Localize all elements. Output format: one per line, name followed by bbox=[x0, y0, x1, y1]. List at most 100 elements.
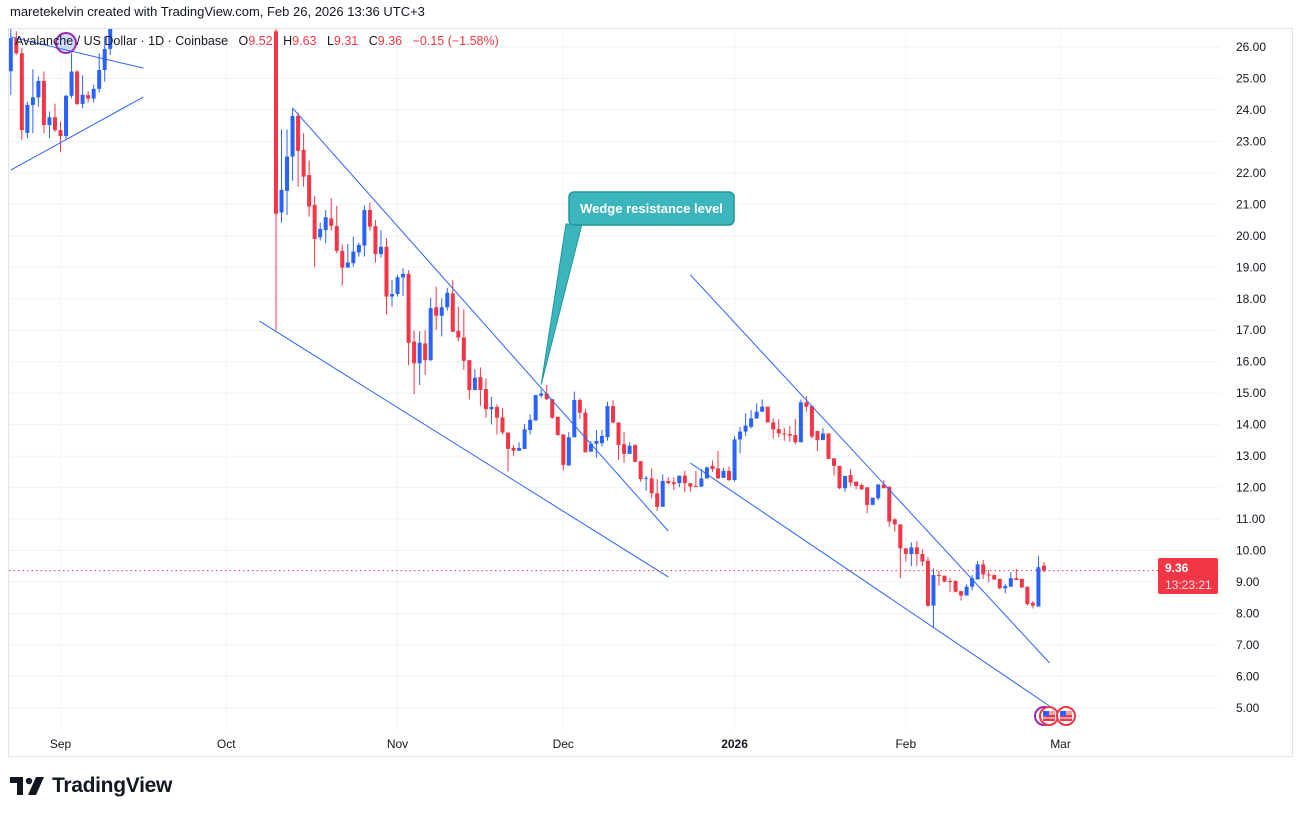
candle bbox=[312, 195, 317, 268]
candle-body bbox=[367, 210, 372, 227]
candle bbox=[91, 84, 96, 103]
candle-body bbox=[682, 475, 687, 484]
candle bbox=[942, 575, 947, 583]
candle-body bbox=[1036, 567, 1041, 607]
candle-body bbox=[765, 406, 770, 423]
candle-body bbox=[859, 485, 864, 490]
candle-body bbox=[285, 156, 290, 191]
candle-body bbox=[561, 434, 566, 465]
candle bbox=[616, 422, 621, 460]
event-marker-sep[interactable] bbox=[55, 32, 77, 54]
candle bbox=[986, 570, 991, 583]
tradingview-logo[interactable]: TradingView bbox=[10, 774, 172, 798]
candle bbox=[914, 541, 919, 566]
candle-body bbox=[533, 395, 538, 421]
candle bbox=[533, 395, 538, 421]
candle-body bbox=[47, 117, 52, 126]
candle bbox=[467, 360, 472, 400]
candle-body bbox=[373, 226, 378, 255]
plot-area[interactable]: Wedge resistance level bbox=[9, 19, 1220, 726]
tradingview-logo-icon bbox=[10, 777, 44, 795]
candle bbox=[953, 580, 958, 593]
candle bbox=[727, 466, 732, 481]
candle bbox=[362, 205, 367, 257]
candle-body bbox=[334, 226, 339, 251]
candle bbox=[25, 101, 30, 139]
candle-body bbox=[699, 478, 704, 487]
candle-body bbox=[1025, 586, 1030, 605]
candle bbox=[903, 548, 908, 562]
candle bbox=[638, 461, 643, 482]
candle-body bbox=[75, 71, 80, 104]
candle-body bbox=[423, 343, 428, 361]
callout-wedge-resistance[interactable]: Wedge resistance level bbox=[540, 191, 735, 385]
candle-body bbox=[522, 429, 527, 449]
candle bbox=[981, 559, 986, 579]
candle bbox=[594, 429, 599, 458]
candle-body bbox=[798, 402, 803, 443]
candle-body bbox=[318, 228, 323, 238]
candle bbox=[970, 575, 975, 591]
candle bbox=[832, 458, 836, 476]
event-markers-feb[interactable] bbox=[1034, 706, 1076, 726]
price-tick-label: 17.00 bbox=[1236, 323, 1266, 337]
candle-body bbox=[1030, 602, 1035, 606]
candle bbox=[395, 275, 400, 297]
candle bbox=[588, 441, 593, 452]
candle bbox=[290, 108, 295, 181]
candle bbox=[666, 477, 671, 485]
candle bbox=[423, 330, 428, 375]
candle bbox=[749, 410, 754, 429]
candle bbox=[765, 406, 770, 423]
candle bbox=[329, 198, 334, 231]
price-tick-label: 16.00 bbox=[1236, 355, 1266, 369]
candle-body bbox=[743, 425, 748, 432]
candle-body bbox=[296, 115, 301, 151]
candle-body bbox=[837, 465, 842, 489]
candle-body bbox=[445, 292, 450, 308]
candle-body bbox=[721, 470, 726, 478]
candle-body bbox=[434, 307, 439, 316]
candle bbox=[721, 467, 726, 478]
candle bbox=[97, 53, 102, 93]
candle bbox=[997, 578, 1002, 590]
candle-body bbox=[273, 31, 278, 214]
candle-body bbox=[848, 474, 853, 483]
candle bbox=[461, 309, 466, 370]
candle bbox=[279, 129, 284, 223]
time-tick-label: 2026 bbox=[721, 737, 748, 751]
candle-body bbox=[41, 80, 46, 126]
candle-body bbox=[340, 250, 345, 268]
time-axis[interactable]: Sep Oct Nov Dec 2026 Feb Mar bbox=[50, 737, 1071, 751]
candle bbox=[809, 406, 814, 439]
candle-body bbox=[920, 553, 925, 562]
candle-body bbox=[815, 430, 820, 441]
candle bbox=[936, 570, 941, 586]
candle-body bbox=[450, 293, 455, 332]
trendline-wedge1-upper bbox=[292, 107, 669, 532]
candle-body bbox=[69, 71, 74, 96]
price-axis[interactable]: 5.00 6.00 7.00 8.00 9.00 10.00 11.00 12.00 13.00… bbox=[1236, 40, 1266, 715]
candle bbox=[86, 91, 91, 103]
price-tick-label: 13.00 bbox=[1236, 449, 1266, 463]
low-label: L bbox=[326, 34, 334, 48]
candle-body bbox=[323, 217, 328, 231]
candle bbox=[688, 483, 693, 492]
candle bbox=[367, 202, 372, 231]
candle bbox=[959, 591, 964, 601]
candle bbox=[550, 399, 555, 419]
candle-body bbox=[914, 547, 919, 554]
candle-body bbox=[30, 97, 35, 105]
close-label: C bbox=[368, 34, 378, 48]
candles bbox=[9, 29, 1046, 628]
symbol-title[interactable]: Avalanche / US Dollar · 1D · Coinbase bbox=[15, 34, 229, 48]
candle-body bbox=[865, 487, 870, 505]
candle bbox=[887, 486, 892, 527]
candle bbox=[577, 398, 582, 419]
candle bbox=[1030, 600, 1035, 609]
candle-body bbox=[108, 29, 113, 49]
candle bbox=[52, 103, 57, 132]
candle bbox=[837, 465, 842, 490]
open-label: O bbox=[238, 34, 249, 48]
